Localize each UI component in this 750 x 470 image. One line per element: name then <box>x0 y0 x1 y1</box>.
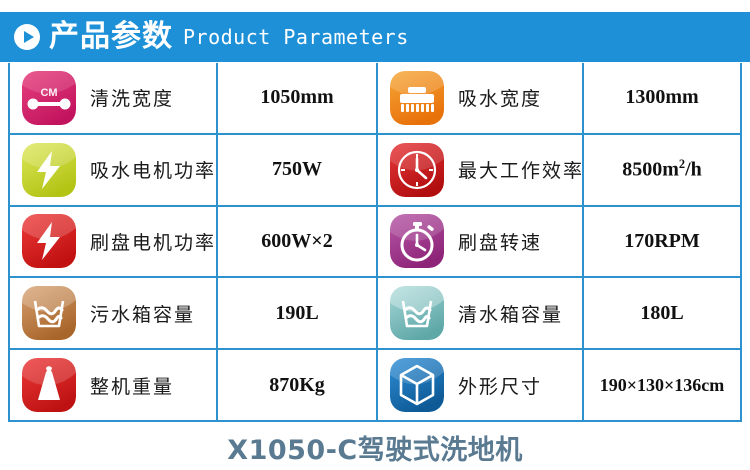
param-label-group: 刷盘电机功率 <box>10 207 216 277</box>
param-label-group: 吸水电机功率 <box>10 135 216 205</box>
param-cell-machine-weight: 整机重量 870Kg <box>10 350 376 420</box>
param-label: 吸水电机功率 <box>90 160 217 183</box>
svg-text:CM: CM <box>40 87 57 99</box>
param-value-cell: 1050mm <box>216 63 376 133</box>
param-label: 刷盘电机功率 <box>90 231 217 254</box>
param-label: 清水箱容量 <box>458 303 564 326</box>
param-label-group: 最大工作效率 <box>378 135 582 205</box>
param-value: 180L <box>640 301 684 324</box>
table-row: CM 清洗宽度 1050mm <box>10 63 740 135</box>
param-cell-max-efficiency: 最大工作效率 8500m2/h <box>376 134 740 205</box>
param-value: 1050mm <box>260 86 334 109</box>
table-row: 污水箱容量 190L <box>10 278 740 351</box>
param-value-cell: 180L <box>582 278 740 349</box>
param-cell-dirty-tank-capacity: 污水箱容量 190L <box>10 278 376 349</box>
param-cell-suction-width: 吸水宽度 1300mm <box>376 63 740 133</box>
param-label: 污水箱容量 <box>90 303 196 326</box>
play-circle-icon <box>14 24 40 50</box>
table-row: 整机重量 870Kg <box>10 350 740 420</box>
param-value-cell: 190L <box>216 278 376 349</box>
param-value-tail: /h <box>685 159 702 182</box>
param-value: 190×130×136cm <box>599 374 725 395</box>
param-label-group: 污水箱容量 <box>10 278 216 348</box>
param-label-group: CM 清洗宽度 <box>10 63 216 133</box>
param-value: 170RPM <box>624 229 700 252</box>
section-header-bar: 产品参数 Product Parameters <box>0 12 750 62</box>
header-title-cn: 产品参数 <box>49 19 173 54</box>
param-value-cell: 750W <box>216 134 376 205</box>
clean-water-tank-icon <box>390 286 444 341</box>
param-label-group: 刷盘转速 <box>378 207 582 277</box>
table-row: 刷盘电机功率 600W×2 <box>10 206 740 279</box>
param-value-cell: 600W×2 <box>216 206 376 277</box>
param-label: 刷盘转速 <box>458 231 543 254</box>
param-value: 1300mm <box>625 86 699 109</box>
param-value: 870Kg <box>269 373 325 396</box>
param-value: 8500m2/h <box>622 157 702 182</box>
table-row: 吸水电机功率 750W <box>10 134 740 207</box>
param-value-base: 8500m <box>622 159 679 182</box>
param-value: 600W×2 <box>261 229 333 252</box>
param-label: 整机重量 <box>90 375 175 398</box>
param-value-superscript: 2 <box>678 157 686 172</box>
lightning-bolt-icon <box>22 142 76 197</box>
weight-icon <box>22 358 76 413</box>
param-cell-brush-motor-power: 刷盘电机功率 600W×2 <box>10 206 376 277</box>
dirty-water-tank-icon <box>22 286 76 341</box>
clock-icon <box>390 142 444 197</box>
param-label-group: 外形尺寸 <box>378 350 582 420</box>
param-value-cell: 170RPM <box>582 206 740 277</box>
param-value-cell: 870Kg <box>216 350 376 420</box>
param-cell-clean-tank-capacity: 清水箱容量 180L <box>376 278 740 349</box>
param-value-cell: 1300mm <box>582 63 740 133</box>
param-value: 190L <box>275 301 319 324</box>
parameters-table: CM 清洗宽度 1050mm <box>8 63 742 422</box>
stopwatch-icon <box>390 214 444 269</box>
param-cell-dimensions: 外形尺寸 190×130×136cm <box>376 350 740 420</box>
param-cell-brush-speed: 刷盘转速 170RPM <box>376 206 740 277</box>
squeegee-brush-icon <box>390 70 444 125</box>
param-cell-suction-motor-power: 吸水电机功率 750W <box>10 134 376 205</box>
param-value-cell: 8500m2/h <box>582 134 740 205</box>
param-label: 最大工作效率 <box>458 160 585 183</box>
param-cell-cleaning-width: CM 清洗宽度 1050mm <box>10 63 376 133</box>
param-value: 750W <box>272 158 322 181</box>
param-label: 清洗宽度 <box>90 88 175 111</box>
ruler-width-icon: CM <box>22 70 76 125</box>
header-title-en: Product Parameters <box>183 25 409 49</box>
product-model-caption: X1050-C驾驶式洗地机 <box>227 434 523 466</box>
param-label: 外形尺寸 <box>458 375 543 398</box>
cube-dimensions-icon <box>390 358 444 413</box>
param-value-cell: 190×130×136cm <box>582 350 740 420</box>
param-label-group: 吸水宽度 <box>378 63 582 133</box>
param-label-group: 整机重量 <box>10 350 216 420</box>
param-label: 吸水宽度 <box>458 88 543 111</box>
param-label-group: 清水箱容量 <box>378 278 582 348</box>
lightning-bolt-icon <box>22 214 76 269</box>
